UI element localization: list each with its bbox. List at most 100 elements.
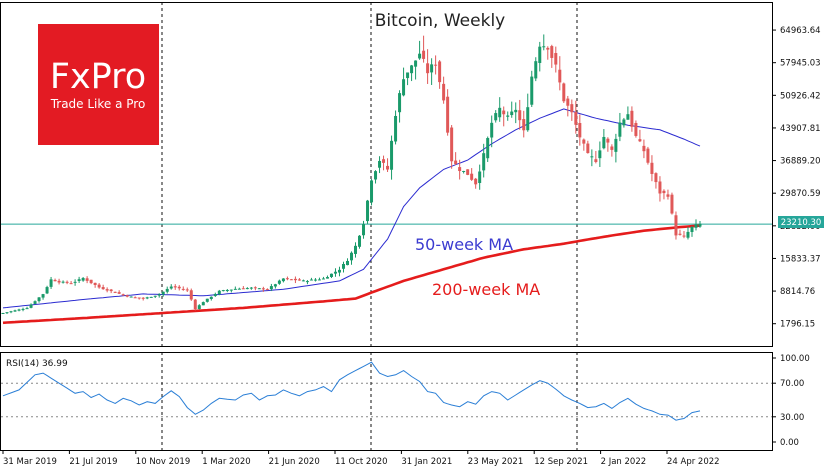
candle-body [574, 112, 578, 125]
price-y-tick-label: 43907.81 [780, 124, 821, 134]
candle [21, 307, 25, 312]
candle [646, 146, 650, 165]
x-tick-label: 31 Jan 2021 [401, 457, 452, 467]
candle-body [598, 150, 602, 159]
candle [189, 288, 193, 301]
candle [426, 49, 430, 84]
candle-body [273, 284, 277, 287]
candle-body [85, 278, 89, 281]
candle-body [678, 233, 682, 235]
candle [406, 72, 410, 86]
candle [101, 284, 105, 290]
candle-body [149, 296, 153, 298]
candle [173, 284, 177, 290]
candle-body [301, 280, 305, 282]
candle [458, 159, 462, 180]
candle-body [462, 170, 466, 172]
ma50-line [2, 108, 701, 309]
candle [654, 172, 658, 189]
candle [522, 110, 526, 138]
candle [582, 138, 586, 151]
candle [414, 60, 418, 80]
candle [570, 99, 574, 121]
candle [678, 229, 682, 236]
price-y-tick-label: 8814.76 [780, 287, 815, 297]
candle-body [101, 287, 105, 290]
candle [93, 282, 97, 288]
candle-body [209, 296, 213, 299]
x-tick-label: 10 Nov 2019 [136, 457, 190, 467]
candle [610, 144, 614, 157]
price-y-tick-label: 29870.59 [780, 189, 821, 199]
candle [341, 261, 345, 273]
candle-body [305, 281, 309, 283]
candle-body [29, 304, 33, 308]
candle-body [177, 286, 181, 289]
candle-body [470, 173, 474, 180]
candle-body [89, 279, 93, 284]
candle-body [109, 289, 113, 292]
candle-body [398, 93, 402, 113]
candle [233, 286, 237, 290]
candle [129, 296, 133, 298]
candle-body [337, 269, 341, 273]
candle-body [53, 279, 57, 282]
candle [41, 293, 45, 300]
candle-body [165, 288, 169, 292]
candle [382, 155, 386, 171]
price-y-tick-label: 50926.42 [780, 91, 821, 101]
candle-body [257, 288, 261, 290]
candle [490, 115, 494, 148]
candle [538, 41, 542, 72]
candle-body [201, 302, 205, 306]
candle-body [606, 138, 610, 143]
candle [109, 288, 113, 294]
candle [133, 296, 137, 299]
candle [354, 242, 358, 258]
candle-body [418, 53, 422, 59]
candle-body [61, 281, 65, 283]
x-tick-label: 2 Jan 2022 [601, 457, 647, 467]
candle [9, 310, 13, 314]
candle [257, 287, 261, 290]
candle-body [217, 290, 221, 295]
candle [117, 290, 121, 295]
candle [217, 289, 221, 296]
x-tick-label: 1 Mar 2020 [202, 457, 250, 467]
candle-body [213, 294, 217, 297]
candle [277, 279, 281, 285]
candle-body [133, 297, 137, 299]
chart-title: Bitcoin, Weekly [375, 11, 505, 31]
rsi-line [2, 361, 701, 421]
candle-body [662, 190, 666, 194]
candle-body [434, 64, 438, 66]
candle-body [81, 278, 85, 281]
grid-layer [1, 2, 772, 450]
candle [586, 140, 590, 154]
candle-body [261, 288, 265, 290]
candle [89, 279, 93, 285]
candle-body [686, 231, 690, 238]
candle [141, 297, 145, 301]
candle-body [253, 287, 257, 289]
candle [494, 110, 498, 123]
x-tick-label: 21 Jun 2020 [269, 457, 320, 467]
candle-body [486, 138, 490, 159]
candle [442, 76, 446, 104]
candle [17, 308, 21, 312]
candle-body [650, 162, 654, 174]
candle-body [221, 290, 225, 292]
candle [253, 286, 257, 291]
candle [165, 286, 169, 294]
candle [221, 289, 225, 292]
candle [686, 226, 690, 240]
candle [370, 179, 374, 206]
candle-body [33, 301, 37, 304]
candle-body [666, 194, 670, 197]
candle-body [682, 235, 686, 237]
candle [566, 95, 570, 117]
candle [261, 286, 265, 292]
candle-body [241, 288, 245, 290]
